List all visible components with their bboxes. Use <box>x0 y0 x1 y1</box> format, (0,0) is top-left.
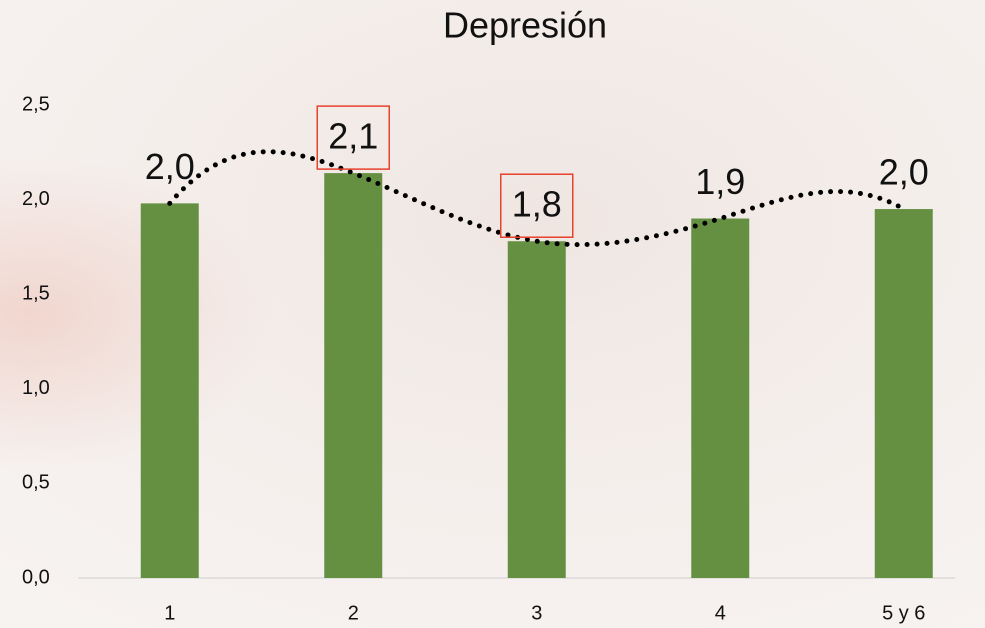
x-tick-label: 5 y 6 <box>882 602 925 624</box>
y-tick-label: 1,0 <box>22 377 50 399</box>
x-tick-label: 1 <box>164 602 175 624</box>
y-tick-label: 1,5 <box>22 282 50 304</box>
bar <box>140 203 199 578</box>
chart-title: Depresión <box>443 5 607 46</box>
value-label: 1,9 <box>695 161 745 202</box>
y-tick-label: 0,5 <box>22 472 50 494</box>
bar <box>691 218 750 578</box>
trend-line <box>167 149 907 248</box>
x-tick-label: 4 <box>715 602 726 624</box>
x-tick-label: 3 <box>531 602 542 624</box>
bar <box>507 241 566 578</box>
y-tick-label: 0,0 <box>22 566 50 588</box>
y-tick-label: 2,0 <box>22 188 50 210</box>
bar <box>874 209 933 578</box>
value-label: 2,0 <box>145 146 195 187</box>
highlight-box <box>316 105 390 170</box>
bar <box>324 173 383 578</box>
value-label: 2,1 <box>328 116 378 157</box>
highlight-box <box>500 173 574 238</box>
y-tick-label: 2,5 <box>22 93 50 115</box>
value-label: 2,0 <box>879 152 929 193</box>
value-label: 1,8 <box>512 184 562 225</box>
x-tick-label: 2 <box>348 602 359 624</box>
